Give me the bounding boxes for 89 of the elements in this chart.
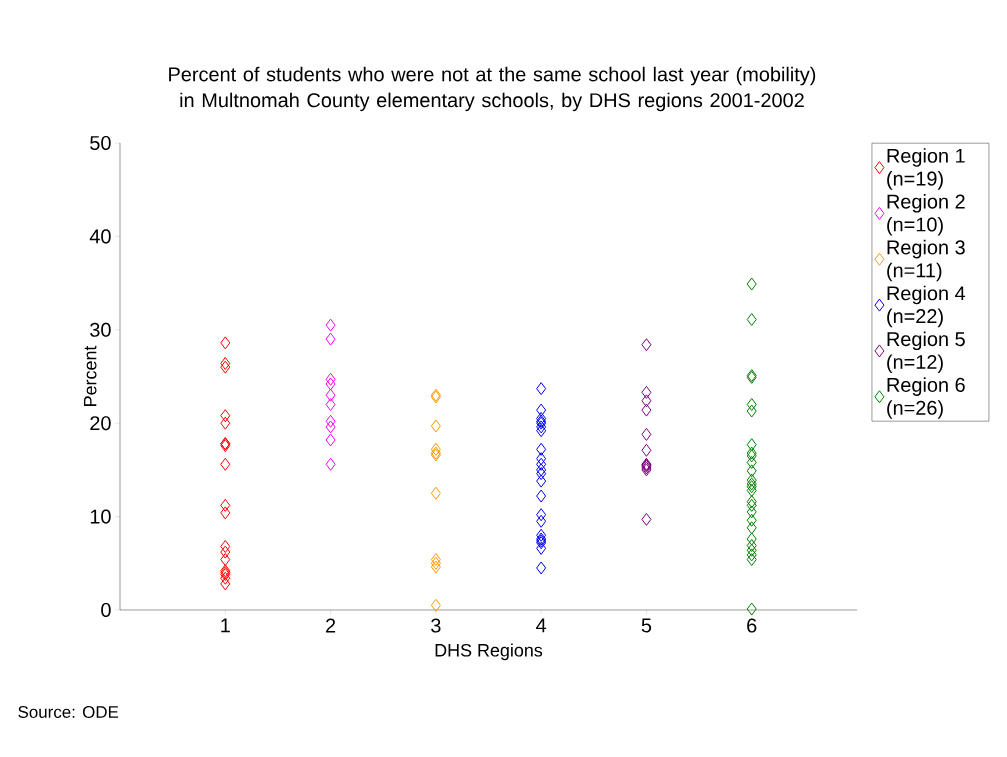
point [325, 457, 336, 471]
point [746, 521, 757, 535]
point [746, 398, 757, 411]
point [641, 403, 652, 417]
point [220, 577, 231, 591]
point [746, 455, 757, 469]
point [325, 433, 336, 447]
point [220, 416, 231, 430]
point [641, 394, 652, 408]
point [746, 553, 757, 567]
y-tick-label: 50 [90, 135, 111, 151]
source-note: Source: ODE [18, 705, 119, 718]
point [746, 532, 757, 546]
y-tick-label: 20 [90, 416, 111, 431]
point [430, 486, 441, 500]
point [746, 543, 757, 557]
x-tick-label: 3 [431, 618, 441, 633]
point [325, 420, 336, 434]
point [220, 553, 231, 567]
point [430, 598, 441, 612]
x-tick-label: 6 [747, 618, 757, 633]
point [220, 356, 231, 370]
y-tick-label: 30 [90, 322, 111, 337]
point [746, 404, 757, 418]
point [641, 443, 652, 457]
point [325, 318, 336, 332]
point [536, 467, 547, 481]
y-axis-title: Percent [83, 345, 97, 406]
legend-label: Region 1 (n=19) [887, 148, 965, 190]
point [746, 473, 757, 487]
point [536, 403, 547, 417]
point [220, 409, 231, 423]
point [536, 424, 547, 438]
point [430, 560, 441, 574]
point [220, 506, 231, 520]
point [746, 548, 757, 562]
point [536, 474, 547, 488]
legend-label: Region 2 (n=10) [887, 194, 965, 236]
legend-label: Region 3 (n=11) [887, 239, 965, 282]
x-axis-title: DHS Regions [435, 643, 543, 661]
point [325, 372, 336, 386]
point [536, 420, 547, 434]
point [220, 539, 231, 553]
point [536, 528, 547, 542]
point [746, 505, 757, 519]
point [641, 338, 652, 352]
legend-label: Region 5 (n=12) [887, 331, 965, 373]
x-tick-label: 4 [536, 618, 547, 633]
y-tick-label: 0 [101, 602, 111, 618]
point [641, 427, 652, 441]
point [536, 442, 547, 456]
point [746, 539, 757, 553]
x-tick-label: 5 [641, 618, 652, 633]
point [325, 388, 336, 402]
point [641, 512, 652, 526]
point [220, 498, 231, 512]
point [536, 382, 547, 396]
point [325, 332, 336, 346]
point [325, 414, 336, 428]
point [746, 313, 757, 327]
x-tick-label: 2 [326, 618, 336, 633]
point [220, 545, 231, 559]
chart-title: Percent of students who were not at the same school last year (mobility) in Multnomah County elementary schools, by DHS regions 2001-2002 [169, 66, 816, 112]
point [430, 442, 441, 456]
point [536, 452, 547, 466]
point [220, 457, 231, 471]
legend-label: Region 6 (n=26) [887, 377, 965, 419]
point [536, 541, 547, 555]
point [430, 419, 441, 433]
point [641, 385, 652, 399]
legend-label: Region 4 (n=22) [887, 285, 966, 328]
x-tick-label: 1 [221, 618, 230, 633]
point [536, 508, 547, 522]
point [536, 457, 547, 471]
y-tick-label: 10 [90, 509, 111, 524]
point [746, 277, 757, 291]
point [746, 513, 757, 527]
point [325, 398, 336, 411]
point [536, 489, 547, 503]
point [220, 336, 231, 350]
y-tick-label: 40 [89, 229, 111, 244]
point [325, 377, 336, 391]
point [536, 561, 547, 575]
point [536, 463, 547, 477]
point [746, 464, 757, 478]
point [220, 360, 231, 374]
point [746, 602, 757, 616]
point [746, 438, 757, 452]
point [536, 514, 547, 528]
